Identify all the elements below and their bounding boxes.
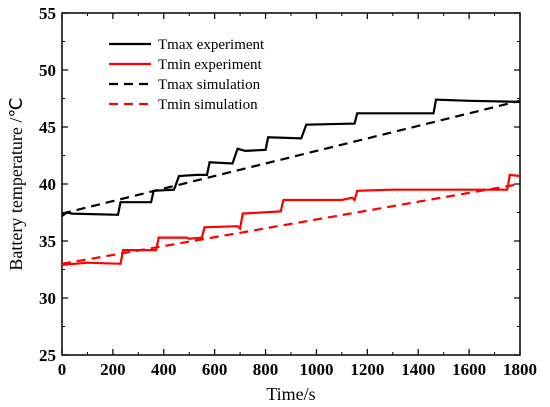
axis-ticks: 0 200 400 600 800 1000 1200 1400 1600 1800 25 30 35 4… — [39, 4, 537, 379]
y-axis-title: Battery temperature /℃ — [6, 97, 26, 270]
legend-label: Tmax experiment — [158, 37, 265, 53]
series-line-tmax-experiment — [62, 98, 520, 217]
x-axis-title: Time/s — [266, 384, 315, 404]
y-tick-label: 25 — [39, 346, 56, 365]
x-tick-label: 1000 — [299, 360, 333, 379]
y-tick-label: 45 — [39, 118, 56, 137]
x-tick-label: 1400 — [401, 360, 435, 379]
x-tick-label: 1800 — [503, 360, 537, 379]
legend: Tmax experiment Tmin experiment Tmax simul… — [109, 37, 265, 113]
y-tick-label: 55 — [39, 4, 56, 23]
y-tick-label: 50 — [39, 61, 56, 80]
x-tick-label: 1600 — [452, 360, 486, 379]
series-layer — [62, 98, 520, 266]
legend-label: Tmin experiment — [158, 57, 263, 73]
y-tick-label: 35 — [39, 232, 56, 251]
y-tick-label: 40 — [39, 175, 56, 194]
x-tick-label: 1200 — [350, 360, 384, 379]
y-tick-label: 30 — [39, 289, 56, 308]
series-line-tmin-simulation — [62, 182, 520, 265]
x-tick-label: 600 — [202, 360, 228, 379]
x-tick-label: 200 — [100, 360, 126, 379]
legend-label: Tmax simulation — [158, 77, 261, 93]
x-tick-label: 800 — [253, 360, 279, 379]
series-line-tmax-simulation — [62, 99, 520, 215]
series-line-tmin-experiment — [62, 173, 520, 266]
legend-label: Tmin simulation — [158, 97, 258, 113]
x-tick-label: 0 — [58, 360, 67, 379]
x-tick-label: 400 — [151, 360, 177, 379]
